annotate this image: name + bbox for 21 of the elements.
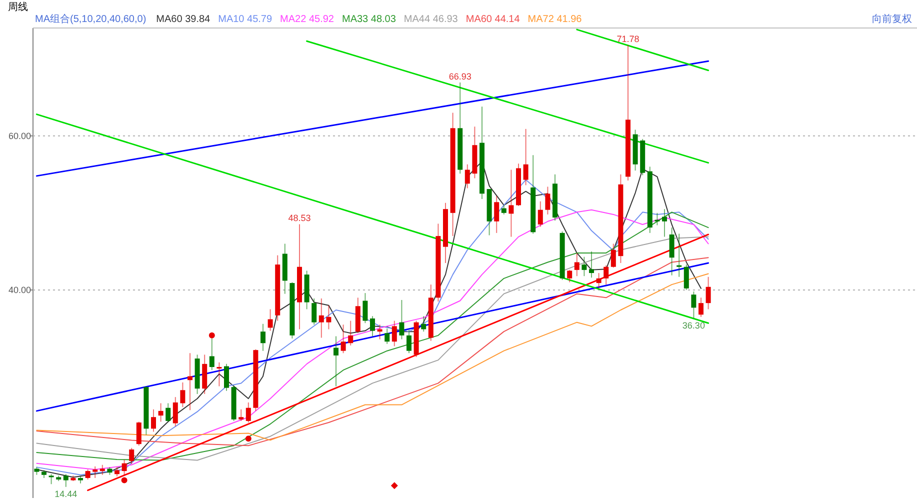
point xyxy=(121,477,128,484)
text: MA60 44.14 xyxy=(466,14,520,25)
y-tick-label: 60.00 xyxy=(8,130,31,141)
chart-title: 周线 xyxy=(8,1,28,13)
text: MA60 39.84 xyxy=(156,14,211,25)
text: MA44 46.93 xyxy=(404,14,458,25)
annotation: 71.78 xyxy=(616,34,640,44)
y-tick-label: 40.00 xyxy=(8,284,31,295)
text: 向前复权 xyxy=(872,13,912,25)
annotation: 14.44 xyxy=(54,488,78,499)
annotation: 36.30 xyxy=(682,320,705,330)
annotation: 66.93 xyxy=(448,71,472,82)
text: MA10 45.79 xyxy=(218,14,272,25)
text: MA72 41.96 xyxy=(528,14,582,25)
text: MA33 48.03 xyxy=(342,14,396,25)
point xyxy=(245,436,252,442)
point xyxy=(208,332,215,338)
point xyxy=(390,482,398,490)
text: MA22 45.92 xyxy=(280,14,334,25)
legend-title: MA组合(5,10,20,40,60,0) xyxy=(35,13,146,25)
annotation: 48.53 xyxy=(288,213,311,224)
